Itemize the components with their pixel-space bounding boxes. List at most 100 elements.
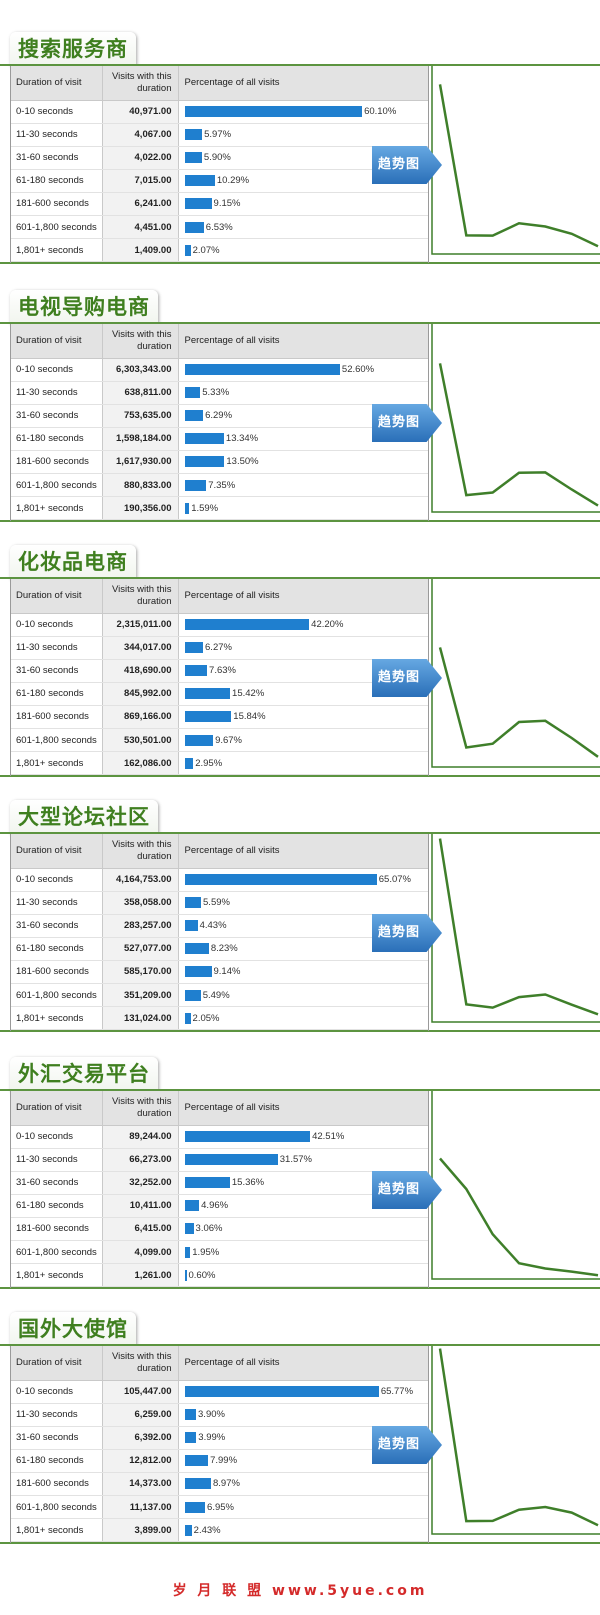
percentage-cell: 7.35% xyxy=(178,473,428,498)
visits-header-line1: Visits with this xyxy=(112,1350,172,1362)
visits-header-line1: Visits with this xyxy=(112,838,172,850)
chart-frame: Duration of visit Visits with this duratio… xyxy=(0,64,600,264)
duration-header: Duration of visit xyxy=(10,834,103,869)
visits-header-line2: duration xyxy=(137,850,172,862)
table-row: 31-60 seconds 753,635.00 6.29% xyxy=(10,404,428,428)
duration-header: Duration of visit xyxy=(10,324,103,359)
percentage-bar xyxy=(184,1524,192,1536)
visits-cell: 6,303,343.00 xyxy=(102,358,179,382)
visits-header-line1: Visits with this xyxy=(112,70,172,82)
section-title: 化妆品电商 xyxy=(10,545,136,579)
percentage-label: 42.20% xyxy=(311,619,344,631)
table-row: 31-60 seconds 4,022.00 5.90% xyxy=(10,146,428,170)
duration-cell: 1,801+ seconds xyxy=(10,496,103,521)
percentage-label: 15.36% xyxy=(231,1177,265,1189)
chart-frame: Duration of visit Visits with this duratio… xyxy=(0,577,600,777)
percentage-bar xyxy=(184,1501,206,1513)
percentage-label: 5.90% xyxy=(203,152,231,164)
table-row: 11-30 seconds 6,259.00 3.90% xyxy=(10,1403,428,1427)
visits-cell: 3,899.00 xyxy=(102,1518,179,1543)
trend-line-chart xyxy=(431,1346,600,1535)
duration-cell: 181-600 seconds xyxy=(10,705,103,729)
percentage-label: 60.10% xyxy=(364,106,397,118)
section-title: 电视导购电商 xyxy=(10,290,158,324)
duration-cell: 181-600 seconds xyxy=(10,192,103,216)
visits-cell: 11,137.00 xyxy=(102,1495,179,1520)
percentage-label: 5.97% xyxy=(204,129,232,141)
duration-cell: 0-10 seconds xyxy=(10,100,103,124)
percentage-bar xyxy=(184,1432,197,1444)
percentage-cell: 13.50% xyxy=(178,450,428,474)
visits-cell: 358,058.00 xyxy=(102,891,179,915)
trend-axis xyxy=(431,66,600,255)
duration-cell: 31-60 seconds xyxy=(10,1426,103,1450)
percentage-bar xyxy=(184,221,204,233)
percentage-bar xyxy=(184,1455,209,1467)
trend-chart-button[interactable]: 趋势图 xyxy=(372,1426,442,1464)
table-row: 61-180 seconds 1,598,184.00 13.34% xyxy=(10,427,428,451)
duration-cell: 31-60 seconds xyxy=(10,659,103,683)
visit-duration-table: Duration of visit Visits with this duratio… xyxy=(10,66,428,263)
percentage-bar xyxy=(184,1223,194,1235)
percentage-cell: 60.10% xyxy=(178,100,428,124)
percentage-cell: 9.15% xyxy=(178,192,428,216)
trend-series-line xyxy=(438,838,599,1016)
percentage-label: 65.77% xyxy=(380,1386,414,1398)
percentage-cell: 42.51% xyxy=(178,1125,428,1149)
duration-cell: 61-180 seconds xyxy=(10,427,103,451)
trend-chart-button[interactable]: 趋势图 xyxy=(372,659,442,697)
percentage-label: 9.14% xyxy=(213,966,241,978)
table-row: 181-600 seconds 869,166.00 15.84% xyxy=(10,705,428,729)
percentage-bar xyxy=(184,198,212,210)
visits-cell: 10,411.00 xyxy=(102,1194,179,1218)
table-row: 61-180 seconds 12,812.00 7.99% xyxy=(10,1449,428,1473)
percentage-bar xyxy=(184,456,225,468)
percentage-label: 3.06% xyxy=(195,1223,223,1235)
duration-cell: 181-600 seconds xyxy=(10,960,103,984)
percentage-header: Percentage of all visits xyxy=(178,834,428,869)
visits-cell: 190,356.00 xyxy=(102,496,179,521)
percentage-cell: 6.29% xyxy=(178,404,428,428)
duration-cell: 11-30 seconds xyxy=(10,1403,103,1427)
visit-duration-table: Duration of visit Visits with this duratio… xyxy=(10,579,428,776)
duration-cell: 1,801+ seconds xyxy=(10,1263,103,1288)
visits-cell: 1,261.00 xyxy=(102,1263,179,1288)
table-row: 0-10 seconds 89,244.00 42.51% xyxy=(10,1125,428,1149)
percentage-cell: 9.67% xyxy=(178,728,428,753)
percentage-bar xyxy=(184,1269,187,1281)
table-row: 1,801+ seconds 3,899.00 2.43% xyxy=(10,1518,428,1543)
percentage-label: 1.59% xyxy=(191,502,219,514)
percentage-cell: 5.33% xyxy=(178,381,428,405)
percentage-cell: 0.60% xyxy=(178,1263,428,1288)
percentage-label: 8.97% xyxy=(213,1478,240,1490)
visits-cell: 869,166.00 xyxy=(102,705,179,729)
table-row: 31-60 seconds 283,257.00 4.43% xyxy=(10,914,428,938)
percentage-bar xyxy=(184,943,209,955)
visit-duration-table: Duration of visit Visits with this duratio… xyxy=(10,1346,428,1543)
visits-cell: 4,099.00 xyxy=(102,1240,179,1265)
chart-frame: Duration of visit Visits with this duratio… xyxy=(0,1344,600,1544)
trend-chart-button[interactable]: 趋势图 xyxy=(372,146,442,184)
table-row: 0-10 seconds 6,303,343.00 52.60% xyxy=(10,358,428,382)
visits-cell: 2,315,011.00 xyxy=(102,613,179,637)
visits-cell: 4,022.00 xyxy=(102,146,179,170)
table-row: 0-10 seconds 2,315,011.00 42.20% xyxy=(10,613,428,637)
duration-cell: 601-1,800 seconds xyxy=(10,215,103,240)
trend-chart-button[interactable]: 趋势图 xyxy=(372,404,442,442)
percentage-label: 7.63% xyxy=(209,665,236,677)
trend-chart-button[interactable]: 趋势图 xyxy=(372,1171,442,1209)
duration-cell: 601-1,800 seconds xyxy=(10,1240,103,1265)
percentage-cell: 2.05% xyxy=(178,1006,428,1031)
duration-cell: 61-180 seconds xyxy=(10,682,103,706)
visits-cell: 162,086.00 xyxy=(102,751,179,776)
table-row: 31-60 seconds 32,252.00 15.36% xyxy=(10,1171,428,1195)
trend-chart-button[interactable]: 趋势图 xyxy=(372,914,442,952)
visits-cell: 530,501.00 xyxy=(102,728,179,753)
table-row: 181-600 seconds 1,617,930.00 13.50% xyxy=(10,450,428,474)
table-row: 181-600 seconds 14,373.00 8.97% xyxy=(10,1472,428,1496)
duration-header: Duration of visit xyxy=(10,1091,103,1126)
trend-axis xyxy=(431,1091,600,1280)
percentage-cell: 4.43% xyxy=(178,914,428,938)
percentage-bar xyxy=(184,1386,379,1398)
visits-header-line2: duration xyxy=(137,595,172,607)
